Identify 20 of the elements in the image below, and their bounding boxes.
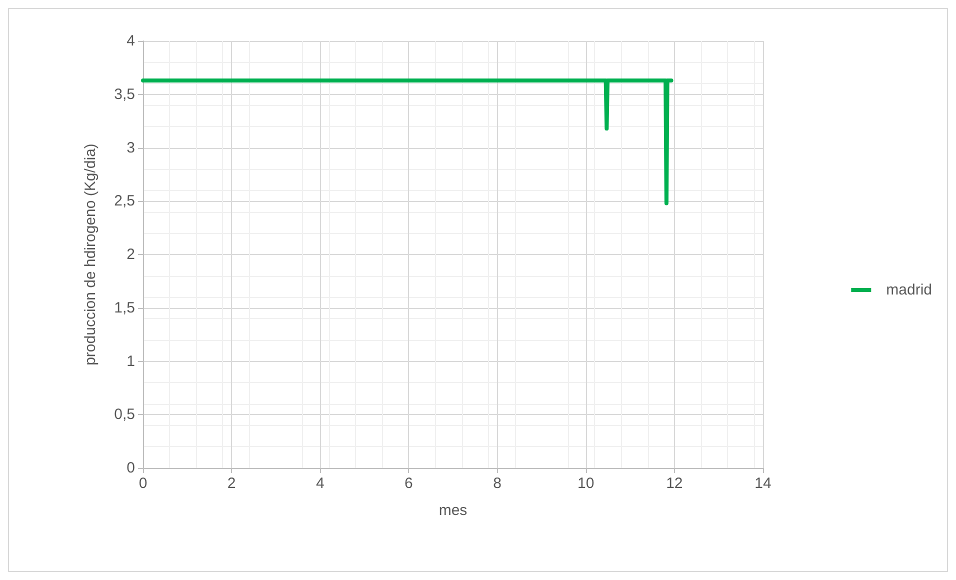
- x-tick-label: 6: [404, 475, 413, 492]
- y-tick-label: 4: [126, 32, 135, 50]
- x-tick-label: 8: [493, 475, 502, 492]
- legend-label: madrid: [886, 282, 932, 298]
- y-tick-label: 1: [126, 352, 135, 370]
- y-tick-label: 0: [126, 460, 135, 476]
- x-tick-label: 14: [754, 475, 772, 492]
- x-tick-label: 4: [316, 475, 324, 492]
- x-tick-label: 2: [227, 475, 236, 492]
- y-tick-label: 2: [126, 246, 135, 263]
- y-tick-label: 3: [126, 139, 135, 156]
- y-tick-label: 2,5: [114, 192, 135, 210]
- y-axis-title: produccion de hdirogeno (Kg/dia): [82, 144, 99, 366]
- y-tick-label: 0,5: [114, 406, 135, 424]
- x-axis-title: mes: [438, 502, 468, 519]
- x-tick-label: 12: [666, 475, 683, 492]
- x-tick-label: 0: [138, 475, 148, 492]
- y-tick-label: 3,5: [114, 86, 135, 103]
- x-tick-label: 10: [578, 475, 594, 492]
- y-tick-label: 1,5: [114, 299, 135, 316]
